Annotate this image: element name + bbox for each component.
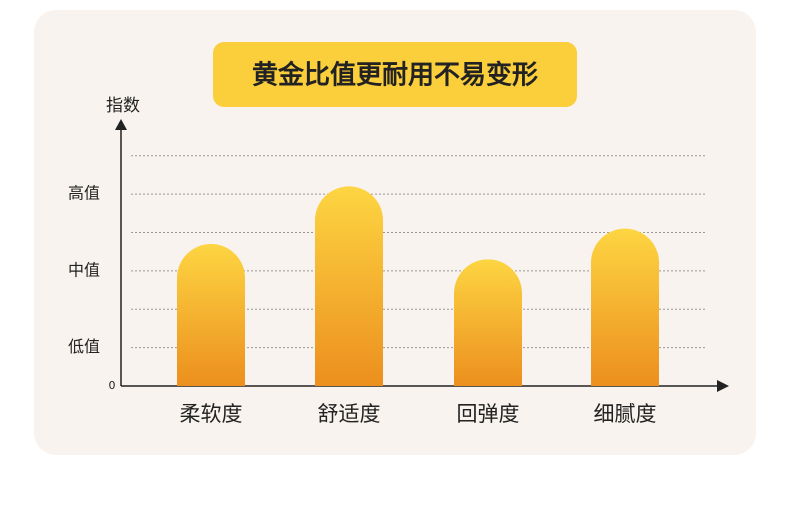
y-tick-label: 高值 [68,184,100,203]
x-tick-label: 细腻度 [594,402,657,426]
x-arrow [717,380,729,392]
bar [177,243,245,386]
y-tick-label: 0 [109,379,116,392]
title-pill [213,42,577,107]
bar [454,259,522,386]
x-tick-label: 舒适度 [318,402,381,426]
bar [591,228,659,386]
x-tick-label: 柔软度 [180,402,243,426]
x-tick-label: 回弹度 [457,402,520,426]
y-arrow [115,119,127,130]
chart-title: 黄金比值更耐用不易变形 [252,60,538,91]
y-tick-label: 中值 [68,260,100,279]
y-axis-label: 指数 [106,96,140,116]
y-tick-label: 低值 [68,337,100,356]
bar [315,186,383,386]
